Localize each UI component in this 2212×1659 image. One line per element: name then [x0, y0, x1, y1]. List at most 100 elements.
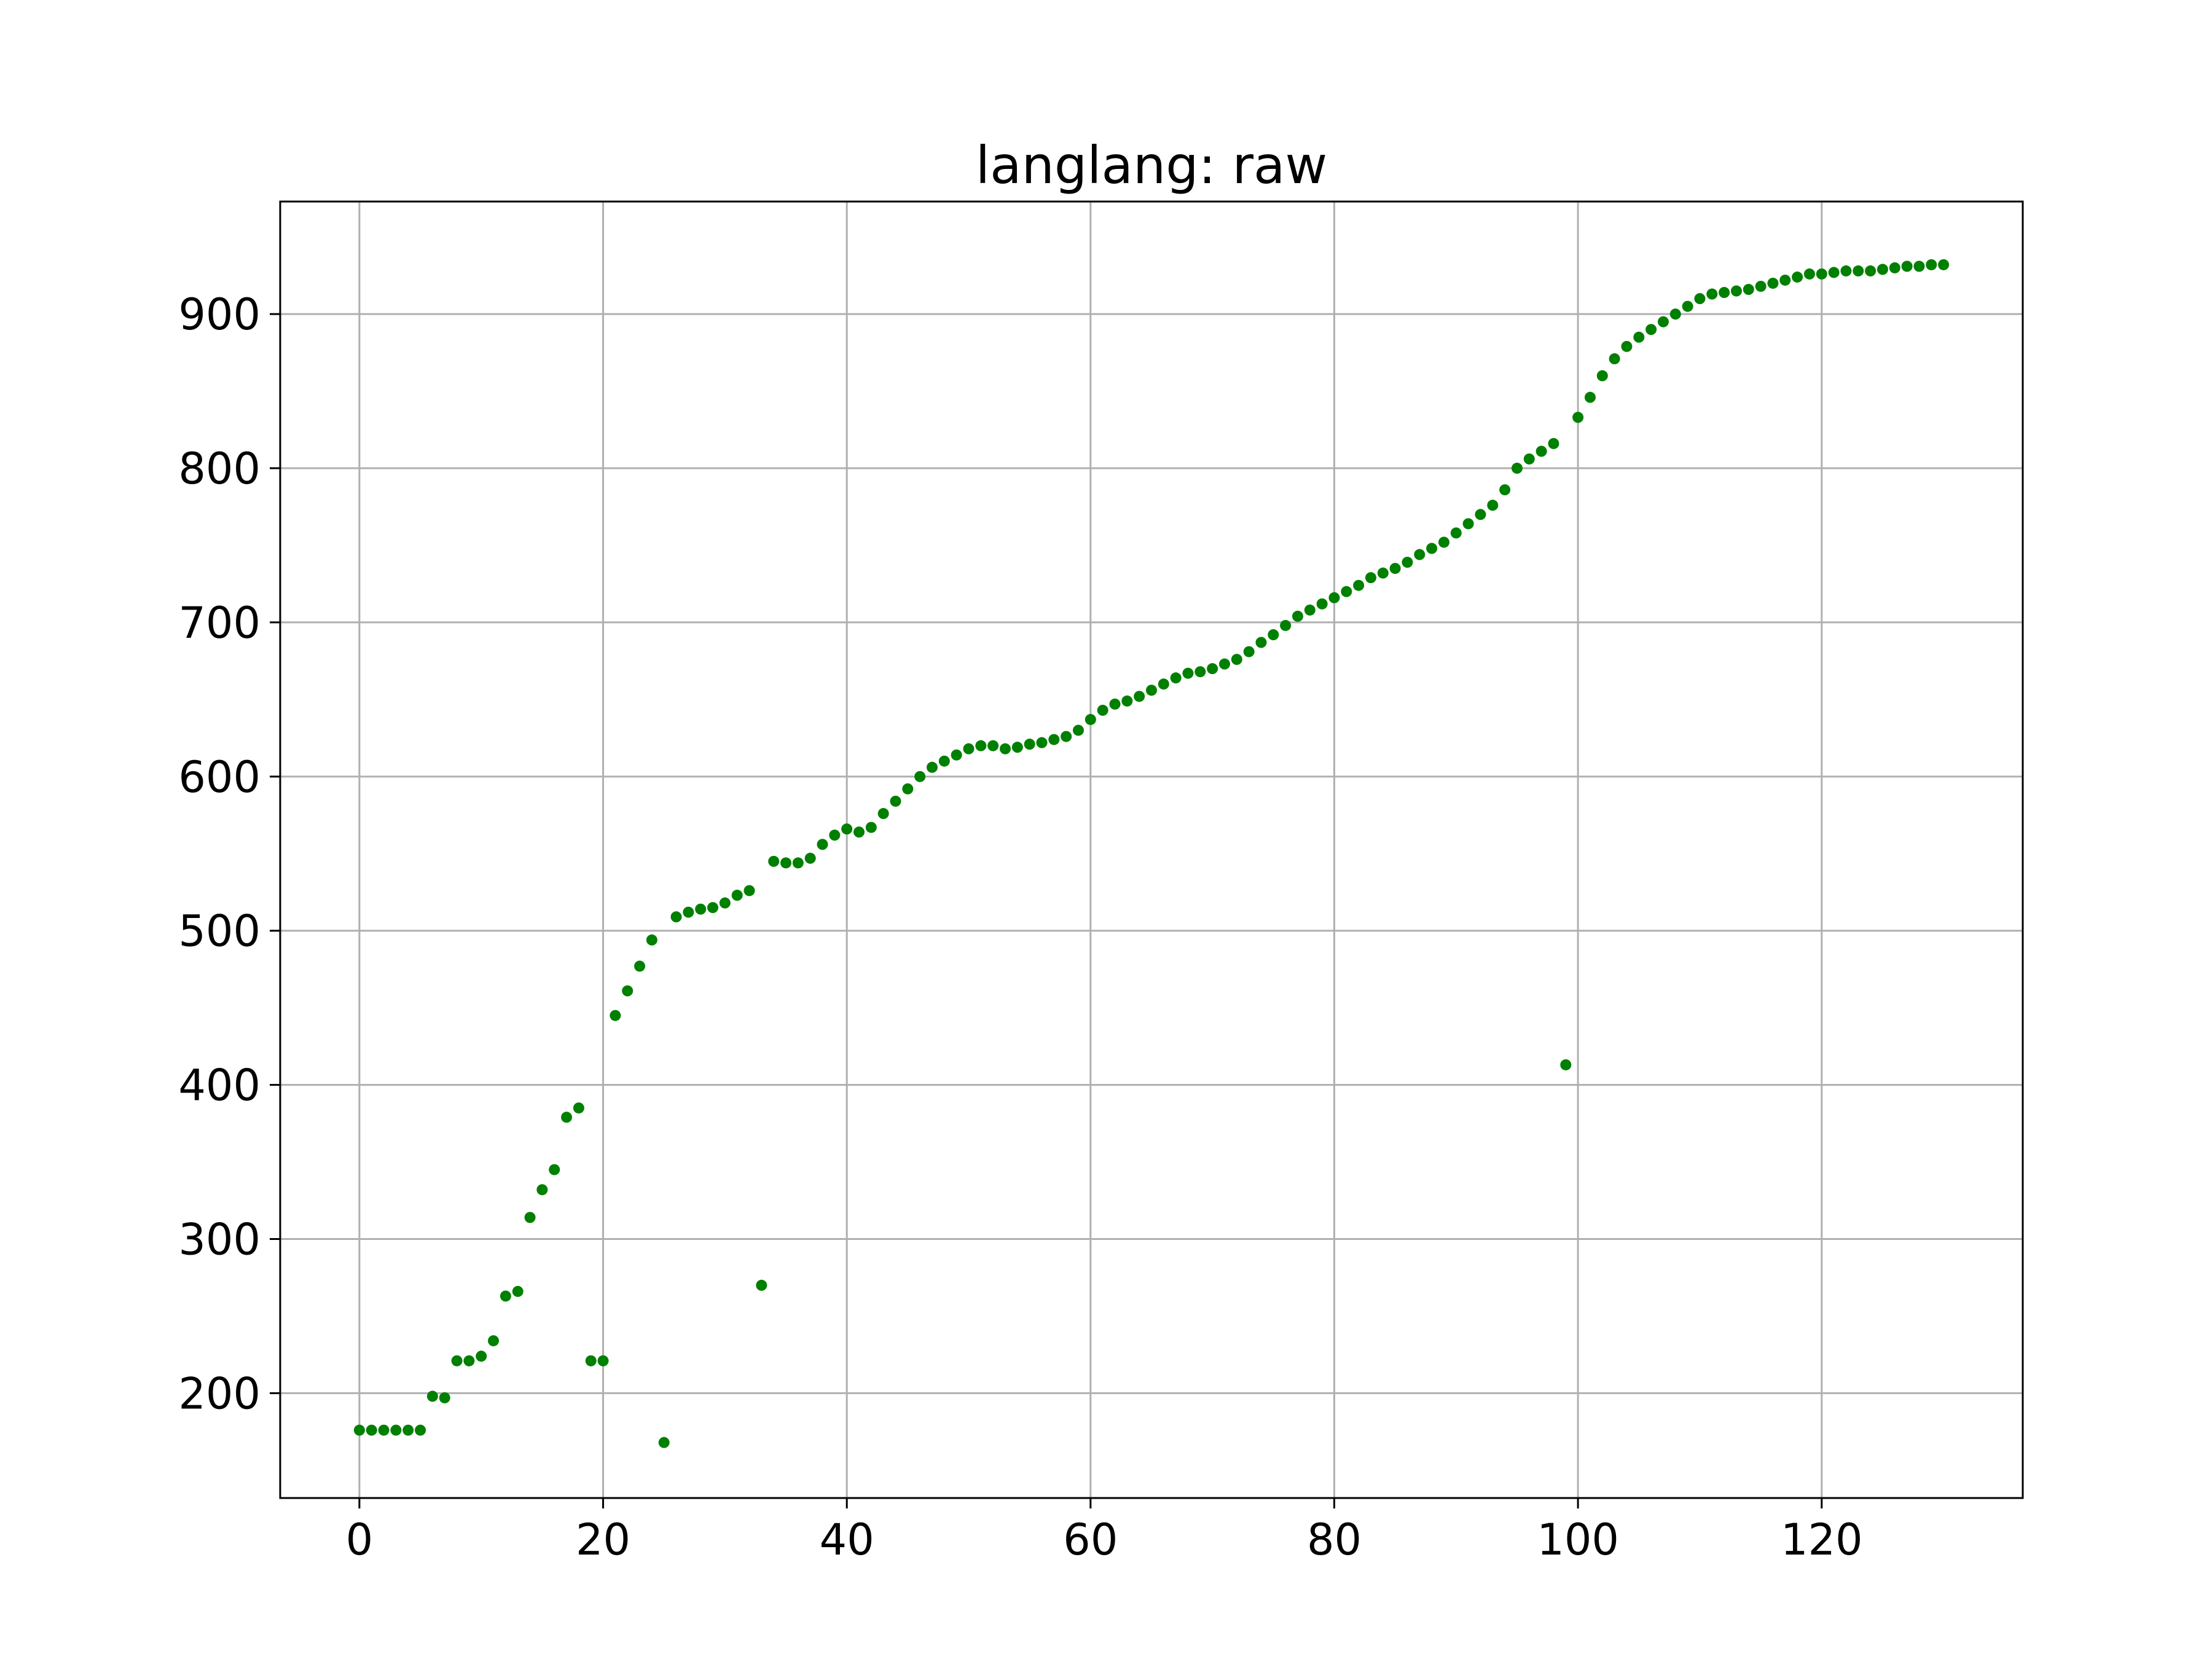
data-point: [1109, 698, 1121, 710]
data-point: [573, 1102, 584, 1114]
plot-frame: [279, 200, 2024, 1499]
data-point: [1048, 734, 1060, 745]
data-point: [1926, 259, 1937, 270]
y-tick-label: 900: [178, 289, 261, 340]
data-point: [1292, 610, 1303, 622]
data-point: [719, 897, 731, 909]
data-point: [1377, 567, 1389, 579]
data-point: [853, 826, 865, 838]
data-point: [1402, 557, 1413, 568]
data-point: [1194, 666, 1206, 678]
data-point: [1158, 678, 1169, 690]
data-point: [415, 1424, 426, 1436]
data-point: [658, 1437, 670, 1448]
data-point: [707, 902, 719, 914]
y-tick-label: 500: [178, 906, 261, 957]
data-point: [1779, 274, 1791, 286]
data-point: [1024, 739, 1035, 750]
data-point: [1828, 267, 1840, 278]
data-point: [1487, 500, 1499, 511]
x-tick-label: 80: [1307, 1515, 1362, 1565]
x-tick-label: 120: [1781, 1515, 1863, 1565]
data-point: [646, 934, 657, 946]
data-point: [353, 1424, 365, 1436]
data-point: [451, 1355, 463, 1367]
y-tick-label: 200: [178, 1368, 261, 1419]
data-point: [1414, 549, 1426, 560]
data-point: [1743, 284, 1754, 296]
data-point: [1645, 324, 1657, 335]
data-point: [1621, 340, 1633, 352]
y-tick-label: 800: [178, 444, 261, 494]
data-point: [1572, 412, 1584, 423]
data-point: [1609, 353, 1620, 364]
x-tick-label: 0: [346, 1515, 374, 1565]
axis-ticks: 0 20 40 60 80 100 120 200 300 400 500 600 700 800 900: [178, 289, 1862, 1565]
data-point: [927, 761, 938, 773]
data-point: [1182, 667, 1194, 679]
data-point: [1669, 308, 1681, 320]
data-point: [1803, 268, 1815, 280]
data-point: [1170, 672, 1182, 684]
data-point: [1365, 572, 1376, 584]
data-point: [756, 1279, 767, 1291]
data-point: [366, 1424, 377, 1436]
data-point: [1450, 527, 1462, 539]
chart-title: langlang: raw: [976, 135, 1327, 195]
data-point: [1913, 261, 1925, 272]
data-point: [1755, 280, 1767, 292]
data-point: [1121, 695, 1133, 707]
data-point: [1633, 331, 1645, 343]
data-point: [622, 985, 633, 997]
data-point: [1036, 737, 1048, 748]
data-point: [378, 1424, 390, 1436]
data-point: [780, 857, 792, 869]
data-point: [1341, 586, 1352, 597]
data-point: [1535, 445, 1547, 457]
data-point: [1499, 484, 1511, 496]
y-tick-label: 400: [178, 1061, 261, 1111]
data-point: [1865, 265, 1877, 276]
data-point: [1097, 704, 1108, 716]
data-point: [476, 1351, 487, 1362]
y-tick-label: 600: [178, 752, 261, 802]
x-tick-label: 60: [1063, 1515, 1118, 1565]
data-point: [1511, 463, 1523, 474]
data-point: [1000, 743, 1011, 755]
data-point: [1475, 509, 1486, 520]
data-point: [549, 1164, 560, 1175]
x-tick-label: 20: [576, 1515, 630, 1565]
data-point: [1816, 268, 1827, 280]
data-point: [1011, 742, 1023, 753]
data-point: [1792, 271, 1803, 283]
data-point: [1938, 259, 1950, 270]
data-point: [914, 771, 926, 782]
x-tick-label: 40: [820, 1515, 874, 1565]
data-point: [1840, 265, 1852, 276]
data-point: [1877, 264, 1888, 275]
data-point: [841, 823, 853, 835]
y-tick-label: 300: [178, 1215, 261, 1265]
data-point: [1255, 637, 1267, 648]
data-point: [561, 1112, 573, 1123]
data-point: [1304, 604, 1316, 616]
data-point: [512, 1285, 524, 1297]
x-tick-label: 100: [1537, 1515, 1619, 1565]
data-point: [865, 822, 877, 833]
data-point: [585, 1355, 597, 1367]
data-point: [975, 740, 987, 751]
data-point: [402, 1424, 414, 1436]
data-point: [1853, 265, 1864, 276]
data-point: [1438, 536, 1449, 548]
data-point: [1682, 300, 1693, 312]
data-point: [670, 911, 682, 923]
data-point: [963, 743, 975, 755]
data-point: [1889, 262, 1900, 273]
data-point: [1730, 285, 1742, 297]
y-tick-label: 700: [178, 598, 261, 648]
data-point: [890, 795, 901, 807]
data-point: [1084, 713, 1096, 725]
data-point: [987, 740, 999, 751]
